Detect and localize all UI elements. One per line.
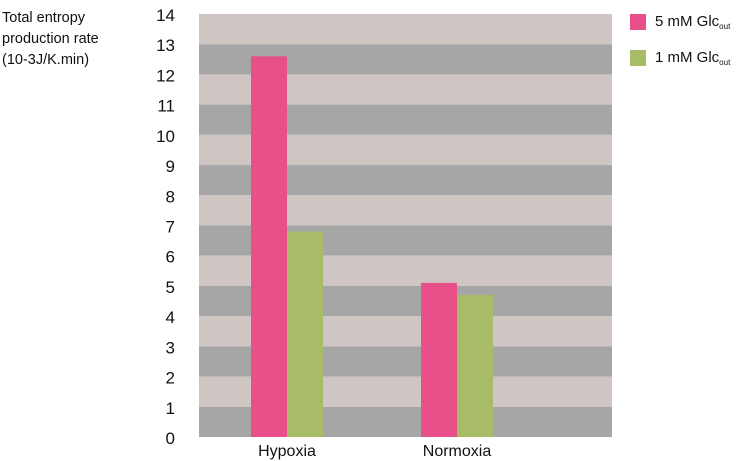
y-tick-label: 0 [166,429,175,448]
y-tick-label: 8 [166,187,175,206]
y-axis-title: Total entropy production rate (10-3J/K.m… [2,8,99,71]
bar [457,294,493,437]
y-tick-label: 6 [166,248,175,267]
y-tick-label: 4 [166,308,175,327]
legend-item-1mm: 1 mM Glcout [630,48,730,68]
y-tick-label: 12 [156,66,175,85]
grid-band [199,14,612,45]
legend-swatch-5mm [630,14,646,30]
legend-item-5mm: 5 mM Glcout [630,12,730,32]
legend: 5 mM Glcout 1 mM Glcout [630,12,730,84]
legend-label-5mm: 5 mM Glc [655,13,720,30]
bar [421,282,457,437]
y-tick-label: 7 [166,218,175,237]
bar [251,56,287,438]
y-tick-label: 10 [156,127,175,146]
y-tick-label: 14 [156,6,175,25]
legend-sub-5mm: out [719,22,731,31]
x-tick-label: Normoxia [423,443,492,460]
y-axis-title-line-1: Total entropy [2,10,86,26]
x-tick-label: Hypoxia [258,443,316,460]
y-tick-label: 9 [166,157,175,176]
y-tick-label: 11 [157,97,175,116]
bar [287,231,323,437]
legend-label-1mm: 1 mM Glc [655,49,720,66]
y-tick-label: 5 [166,278,175,297]
y-tick-label: 1 [166,399,175,418]
legend-swatch-1mm [630,50,646,66]
y-axis-title-line-2: production rate [2,31,99,47]
y-tick-label: 13 [156,36,175,55]
y-tick-label: 2 [166,369,175,388]
y-tick-label: 3 [166,338,175,357]
y-axis-title-line-3: (10-3J/K.min) [2,52,90,68]
legend-sub-1mm: out [719,58,731,67]
